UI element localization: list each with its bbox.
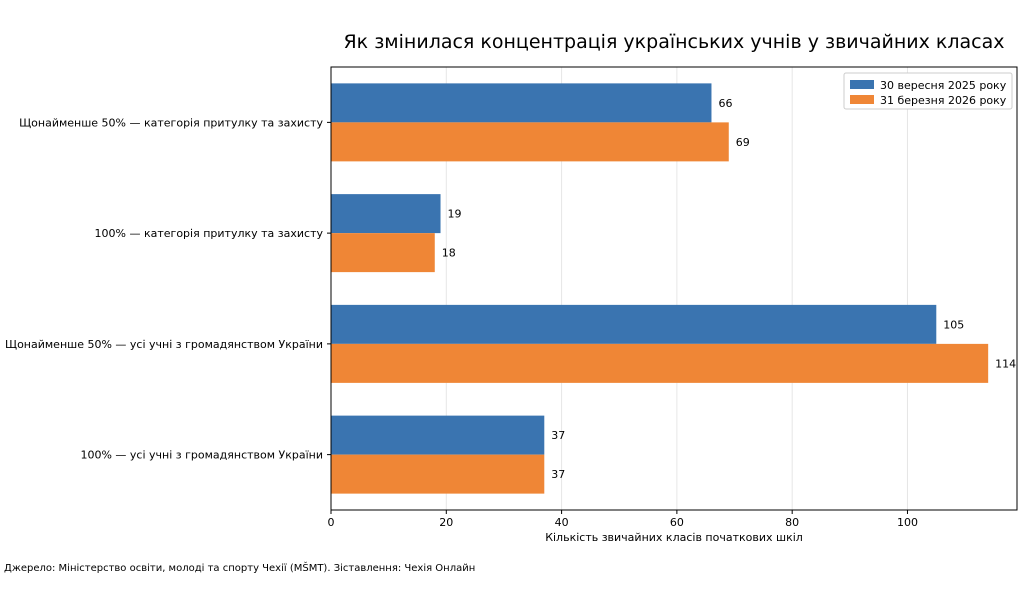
- data-labels: 66 69 19 18 105 114 37 37: [442, 97, 1016, 481]
- x-tick-label: 40: [555, 516, 569, 529]
- source-note: Джерело: Міністерство освіти, молоді та …: [4, 563, 476, 574]
- chart-title: Як змінилася концентрація українських уч…: [343, 31, 1004, 53]
- legend-box: [843, 72, 1013, 110]
- bar: [331, 454, 545, 494]
- plot-area-frame: [330, 66, 1018, 511]
- x-tick-label: 0: [328, 516, 335, 529]
- bar: [331, 83, 712, 123]
- bar-value-label: 114: [995, 357, 1016, 370]
- bar: [331, 122, 729, 162]
- bar-value-label: 37: [551, 468, 565, 481]
- y-tick-label: Щонайменше 50% — категорія притулку та з…: [19, 116, 323, 129]
- y-tick-label: 100% — усі учні з громадянством України: [80, 449, 323, 462]
- bar-value-label: 18: [442, 247, 456, 260]
- legend-swatch: [850, 95, 874, 104]
- y-axis: Щонайменше 50% — категорія притулку та з…: [5, 116, 331, 462]
- x-axis-label: Кількість звичайних класів початкових шк…: [545, 531, 803, 544]
- x-axis: 0 20 40 60 80 100: [328, 510, 918, 529]
- legend: 30 вересня 2025 року 31 березня 2026 року: [843, 72, 1013, 110]
- y-tick-label: 100% — категорія притулку та захисту: [95, 227, 324, 240]
- x-tick-label: 60: [670, 516, 684, 529]
- bar-value-label: 66: [718, 97, 732, 110]
- x-tick-label: 80: [785, 516, 799, 529]
- bar-value-label: 69: [736, 136, 750, 149]
- legend-label: 31 березня 2026 року: [880, 94, 1007, 107]
- bars: [331, 83, 989, 494]
- bar-value-label: 37: [551, 429, 565, 442]
- bar-value-label: 19: [448, 208, 462, 221]
- bar: [331, 304, 937, 344]
- legend-swatch: [850, 80, 874, 89]
- bar: [331, 415, 545, 455]
- x-tick-label: 100: [897, 516, 918, 529]
- bar-value-label: 105: [943, 318, 964, 331]
- y-tick-label: Щонайменше 50% — усі учні з громадянство…: [5, 338, 323, 351]
- bar: [331, 233, 435, 273]
- x-tick-label: 20: [439, 516, 453, 529]
- bar: [331, 194, 441, 234]
- legend-label: 30 вересня 2025 року: [880, 79, 1007, 92]
- bar: [331, 343, 989, 383]
